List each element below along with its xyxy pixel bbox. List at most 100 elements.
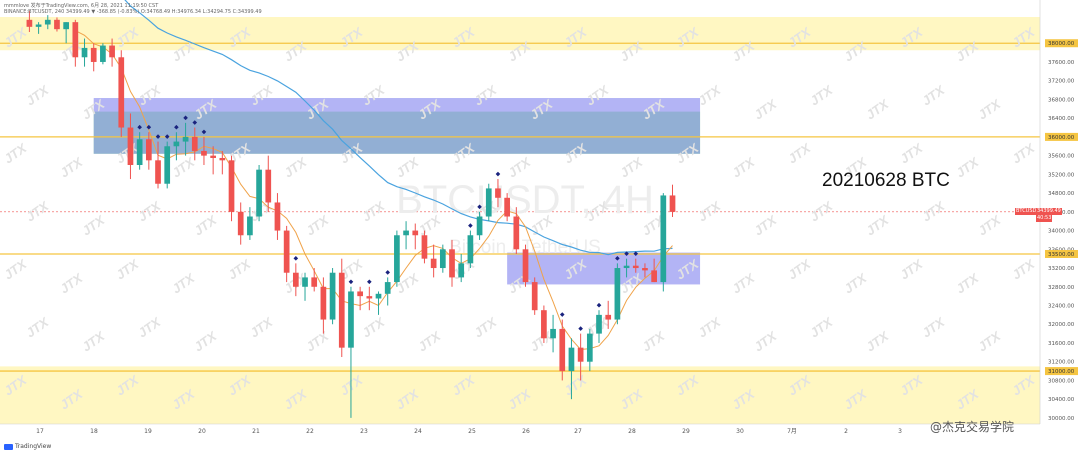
- countdown-label: 40:53: [1037, 215, 1052, 221]
- signal-diamond: [146, 124, 152, 130]
- time-tick-label: 21: [252, 428, 260, 435]
- candle-body: [191, 136, 198, 151]
- yellow-zone: [0, 366, 1040, 424]
- candle-body: [145, 139, 152, 161]
- candle-body: [118, 57, 125, 128]
- time-tick-label: 17: [36, 428, 44, 435]
- signal-diamond: [559, 312, 565, 317]
- symbol-ohlc-line: BINANCE:BTCUSDT, 240 34399.49 ▼ -368.85 …: [4, 9, 262, 15]
- jtx-mark: JTX: [191, 212, 220, 239]
- candle-body: [182, 136, 189, 142]
- last-price-label: 34399.49: [1037, 208, 1061, 214]
- signal-diamond: [633, 251, 639, 256]
- key-level-tag: [1045, 39, 1078, 48]
- price-tick-label: 31600.00: [1048, 341, 1075, 347]
- jtx-mark: JTX: [23, 314, 52, 341]
- candle-body: [90, 47, 97, 62]
- candle-body: [495, 188, 501, 198]
- date-annotation: 20210628 BTC: [822, 170, 950, 191]
- time-tick-label: 30: [736, 428, 744, 435]
- price-tick-label: 30000.00: [1048, 416, 1075, 422]
- key-level-label: 33500.00: [1048, 252, 1075, 258]
- signal-diamond: [174, 124, 179, 130]
- jtx-mark: JTX: [135, 198, 164, 225]
- time-tick-label: 7月: [787, 428, 797, 435]
- price-axis-panel: [1040, 0, 1080, 457]
- symbol-watermark: BTCUSDT, 4H: [396, 178, 654, 222]
- jtx-mark: JTX: [729, 270, 758, 297]
- price-tick-label: 35200.00: [1048, 172, 1075, 178]
- jtx-mark: JTX: [919, 314, 948, 341]
- candle-body: [274, 202, 281, 231]
- candle-body: [623, 265, 630, 269]
- jtx-mark: JTX: [975, 96, 1004, 123]
- candle-body: [669, 195, 676, 212]
- candle-body: [348, 291, 354, 348]
- candle-body: [302, 277, 308, 287]
- candle-body: [605, 314, 612, 320]
- price-tick-label: 32000.00: [1048, 322, 1075, 328]
- time-tick-label: 25: [468, 428, 476, 435]
- signal-diamond: [495, 171, 501, 177]
- price-tick-label: 33200.00: [1048, 266, 1075, 272]
- candles-layer: [26, 10, 676, 418]
- signal-diamond: [192, 120, 198, 125]
- jtx-mark: JTX: [975, 328, 1004, 355]
- candle-body: [155, 160, 161, 184]
- jtx-mark: JTX: [169, 270, 198, 297]
- candle-body: [384, 282, 391, 294]
- candle-body: [375, 293, 382, 299]
- jtx-mark: JTX: [695, 198, 724, 225]
- candle-body: [320, 286, 327, 320]
- time-tick-label: 26: [522, 428, 530, 435]
- candle-body: [81, 47, 88, 58]
- moving-averages: [75, 0, 673, 351]
- price-tick-label: 30400.00: [1048, 397, 1075, 403]
- symbol-description-watermark: Bitcoin / TetherUS: [449, 237, 601, 258]
- time-tick-label: 3: [898, 428, 902, 435]
- candle-body: [596, 314, 602, 334]
- time-tick-label: 22: [306, 428, 314, 435]
- signal-diamond: [348, 279, 354, 285]
- candle-body: [127, 127, 134, 165]
- candle-body: [100, 45, 106, 62]
- jtx-mark: JTX: [1009, 140, 1038, 167]
- candle-body: [44, 19, 51, 25]
- price-tick-label: 34000.00: [1048, 229, 1075, 235]
- candle-body: [283, 230, 290, 273]
- candle-body: [366, 296, 373, 299]
- candle-body: [430, 258, 437, 269]
- jtx-mark: JTX: [841, 270, 870, 297]
- jtx-mark: JTX: [281, 154, 310, 181]
- key-level-tag: [1045, 367, 1078, 376]
- time-tick-label: 20: [198, 428, 206, 435]
- candle-body: [660, 195, 667, 283]
- publisher-line: mmmlove 发布于TradingView.com, 6月 28, 2021 …: [4, 3, 159, 9]
- ma-orange-line: [75, 30, 673, 351]
- candle-body: [513, 216, 520, 250]
- price-tick-label: 32800.00: [1048, 285, 1075, 291]
- jtx-mark: JTX: [897, 140, 926, 167]
- jtx-mark: JTX: [1009, 256, 1038, 283]
- jtx-mark: JTX: [79, 212, 108, 239]
- signal-diamond: [367, 279, 372, 285]
- price-tick-label: 36400.00: [1048, 116, 1075, 122]
- jtx-mark: JTX: [359, 198, 388, 225]
- candle-body: [467, 235, 474, 264]
- candle-body: [485, 188, 492, 217]
- tradingview-logo[interactable]: TradingView: [4, 443, 51, 450]
- jtx-mark: JTX: [807, 82, 836, 109]
- jtx-mark: JTX: [785, 256, 814, 283]
- jtx-mark: JTX: [247, 314, 276, 341]
- candle-body: [651, 270, 657, 283]
- jtx-mark: JTX: [169, 154, 198, 181]
- signal-diamond: [385, 270, 391, 275]
- signal-diamond: [293, 256, 299, 261]
- jtx-mark: JTX: [23, 82, 52, 109]
- candle-body: [136, 139, 143, 165]
- candle-body: [504, 197, 510, 217]
- jtx-mark: JTX: [23, 198, 52, 225]
- candle-body: [201, 150, 207, 156]
- jtx-mark: JTX: [57, 154, 86, 181]
- candle-body: [219, 157, 226, 161]
